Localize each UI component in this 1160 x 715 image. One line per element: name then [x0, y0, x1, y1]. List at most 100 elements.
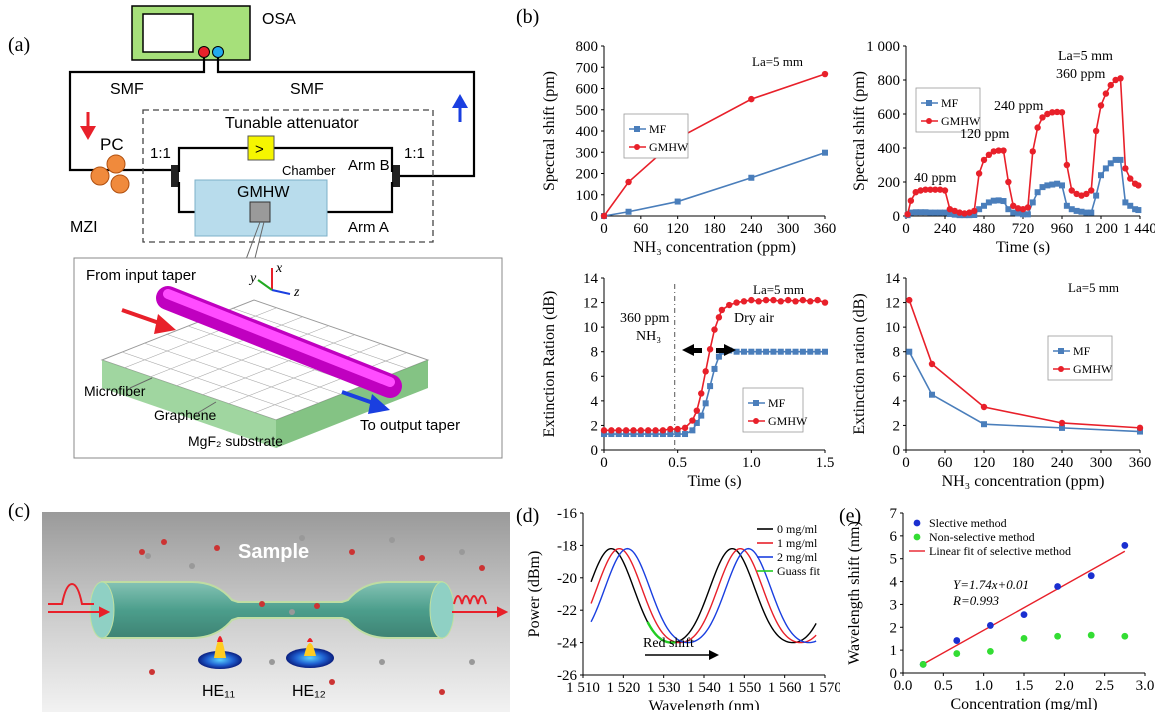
axis-z-label: z	[293, 285, 300, 300]
data-point-slective-method	[986, 622, 994, 629]
data-point-gmhw	[917, 187, 924, 194]
blue-up-arrow	[452, 94, 468, 122]
y-tick-label: 12	[583, 296, 598, 312]
y-tick-label: 6	[591, 369, 599, 385]
data-point-gmhw	[961, 210, 968, 217]
series-line-mf	[603, 151, 826, 217]
legend-label: GMHW	[941, 114, 981, 128]
data-point-gmhw	[807, 298, 814, 305]
data-point-mf	[1049, 181, 1056, 188]
data-point-mf	[822, 149, 828, 156]
y-tick-label: 500	[576, 103, 599, 119]
axis-x-label: x	[275, 261, 283, 276]
legend-label: Non-selective method	[929, 530, 1035, 544]
legend-label: MF	[1073, 344, 1091, 358]
data-point-mf	[601, 431, 607, 438]
data-point-gmhw	[1049, 109, 1056, 116]
output-wave	[452, 595, 509, 618]
data-point-mf	[1132, 206, 1139, 213]
x-tick-label: 1 440	[1123, 221, 1155, 237]
y-tick-label: -16	[557, 506, 577, 522]
substrate-label: MgF₂ substrate	[188, 433, 283, 449]
x-axis-label: Wavelength (nm)	[648, 698, 759, 710]
data-point-non-selective-method	[986, 647, 994, 655]
annotation-1: 360 ppm	[1056, 67, 1106, 82]
x-tick-label: 240	[1051, 455, 1074, 471]
legend-label: GMHW	[768, 414, 808, 428]
legend-marker	[753, 418, 759, 424]
data-point-gmhw	[922, 186, 929, 193]
sample-label: Sample	[238, 541, 309, 563]
data-point-gmhw	[600, 212, 608, 220]
data-point-gmhw	[966, 209, 973, 216]
data-point-non-selective-method	[919, 660, 927, 668]
fiber-right-end	[429, 581, 455, 639]
data-point-gmhw	[1063, 161, 1071, 169]
data-point-mf	[814, 348, 821, 355]
x-tick-label: 2.5	[1095, 678, 1114, 694]
y-tick-label: 800	[878, 73, 901, 89]
data-point-gmhw	[762, 296, 770, 304]
chart-e-wavelength-shift-vs-concentration: 0.0 0.5 1.0 1.5 2.0 2.5 3.0 0 1 2 3 4 5 6 7 Concentrati…	[846, 506, 1154, 710]
x-tick-label: 720	[1012, 221, 1035, 237]
x-tick-label: 1 540	[687, 680, 721, 696]
legend-box	[915, 87, 981, 133]
data-point-gmhw	[622, 427, 630, 434]
data-point-gmhw	[726, 301, 733, 309]
axis-z-line	[271, 289, 291, 295]
y-tick-label: 10	[885, 320, 900, 336]
x-tick-label: 1 520	[606, 680, 640, 696]
y-tick-label: 8	[893, 345, 901, 361]
data-point-mf	[702, 400, 709, 407]
data-point-gmhw	[936, 186, 944, 193]
data-point-mf	[907, 209, 914, 216]
legend-label: GMHW	[1073, 362, 1113, 376]
data-point-gmhw	[1019, 206, 1027, 213]
data-point-mf	[682, 431, 689, 438]
mzi-box	[142, 109, 434, 243]
graphene-leader	[195, 401, 217, 415]
data-point-mf	[715, 353, 722, 360]
y-tick-label: 300	[576, 145, 599, 161]
data-point-gmhw	[718, 306, 726, 314]
data-point-mf	[981, 421, 987, 428]
left-arrow-icon	[682, 344, 694, 356]
legend-marker	[634, 126, 640, 132]
data-point-gmhw	[980, 403, 988, 411]
data-point-gmhw	[630, 427, 637, 434]
y-axis-label: Extinction Ration (dB)	[541, 291, 558, 438]
data-point-gmhw	[608, 427, 615, 434]
legend-box	[742, 387, 804, 433]
y-tick-label: 12	[885, 296, 900, 312]
y-tick-label: 400	[576, 124, 599, 140]
x-tick-label: 0	[600, 455, 608, 471]
data-point-gmhw	[932, 186, 939, 193]
data-point-gmhw	[1083, 190, 1090, 198]
panel-label-c: (c)	[8, 500, 31, 522]
data-point-mf	[906, 348, 913, 355]
x-tick-label: 960	[1051, 221, 1074, 237]
data-point-mf	[990, 197, 997, 204]
data-point-gmhw	[1127, 175, 1134, 182]
data-point-mf	[1137, 428, 1143, 435]
data-point-gmhw	[625, 178, 632, 186]
to-output-taper-label: To output taper	[360, 417, 460, 434]
annotation-la: La=5 mm	[1068, 280, 1119, 295]
data-point-gmhw	[946, 206, 954, 213]
data-point-mf	[1005, 206, 1012, 213]
data-point-mf	[693, 419, 700, 426]
data-point-mf	[942, 209, 948, 216]
data-point-mf	[674, 431, 681, 438]
arm-a-label: Arm A	[348, 219, 389, 236]
data-point-mf	[1093, 192, 1100, 199]
y-tick-label: 4	[890, 575, 898, 591]
data-point-gmhw	[906, 296, 913, 304]
x-tick-label: 1.5	[1015, 678, 1034, 694]
data-point-mf	[927, 209, 934, 216]
y-tick-label: 3	[890, 597, 898, 613]
data-point-gmhw	[693, 407, 701, 414]
y-tick-label: 2	[890, 620, 898, 636]
data-point-mf	[785, 348, 792, 355]
data-point-gmhw	[637, 427, 645, 434]
x-tick-label: 1 530	[647, 680, 681, 696]
